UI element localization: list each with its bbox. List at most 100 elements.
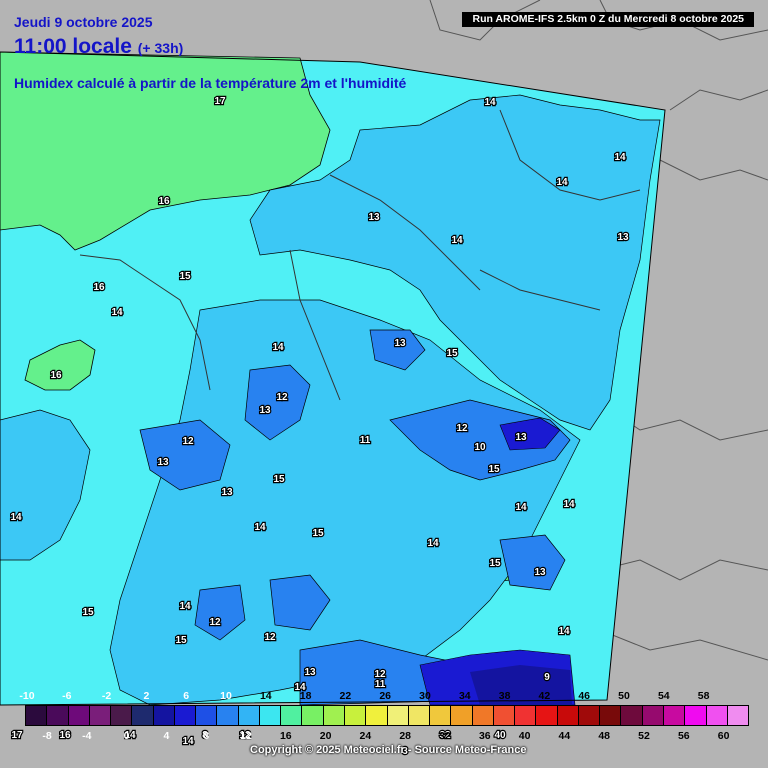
isoline-value-label: 14 (558, 626, 570, 637)
isoline-value-label: 9 (544, 672, 550, 683)
legend-label: 56 (677, 730, 690, 742)
legend-label: 32 (439, 730, 451, 742)
forecast-date: Jeudi 9 octobre 2025 (14, 14, 153, 30)
isoline-value-label: 15 (312, 528, 324, 539)
legend-label: 50 (618, 690, 630, 702)
isoline-value-label: 32 (439, 730, 451, 741)
legend-label: 20 (319, 730, 332, 742)
isoline-value-label: 13 (221, 487, 233, 498)
legend-swatch (366, 706, 388, 725)
legend-label: 48 (598, 730, 611, 742)
isoline-value-label: 14 (182, 736, 194, 747)
legend-label: 46 (578, 690, 591, 702)
isoline-value-label: 11 (375, 679, 386, 690)
isoline-value-label: 14 (179, 601, 191, 612)
legend-swatch (89, 706, 112, 725)
legend-label: -4 (82, 730, 92, 742)
isoline-value-label: 14 (10, 512, 22, 523)
legend-label: 14 (259, 690, 272, 702)
isoline-value-label: 13 (259, 405, 271, 416)
isoline-value-label: 12 (456, 423, 468, 434)
legend-label: 44 (558, 730, 571, 742)
isoline-value-label: 17 (214, 96, 226, 107)
isoline-value-label: 14 (515, 502, 527, 513)
isoline-value-label: 15 (273, 474, 285, 485)
legend-swatch (47, 706, 69, 725)
color-scale-legend (25, 705, 749, 726)
legend-swatch (663, 706, 686, 725)
isoline-value-label: 13 (534, 567, 546, 578)
legend-swatch (472, 706, 494, 725)
isoline-value-label: 17 (11, 730, 23, 741)
legend-swatch (600, 706, 622, 725)
legend-swatch (302, 706, 324, 725)
legend-label: 8 (203, 730, 210, 742)
legend-label: 24 (359, 730, 372, 742)
legend-swatch (238, 706, 260, 725)
legend-label: 42 (538, 690, 551, 702)
legend-swatch (174, 706, 197, 725)
legend-swatch (706, 706, 728, 725)
legend-swatch (196, 706, 218, 725)
isoline-value-label: 16 (93, 282, 105, 293)
legend-swatch (387, 706, 409, 725)
legend-swatch (430, 706, 452, 725)
copyright-notice: Copyright © 2025 Meteociel.fr - Source M… (250, 744, 527, 756)
map-title: Humidex calculé à partir de la températu… (14, 75, 407, 91)
isoline-value-label: 3 (402, 746, 408, 757)
legend-label: 12 (240, 730, 252, 742)
isoline-value-label: 13 (304, 667, 316, 678)
isoline-value-label: 14 (451, 235, 463, 246)
legend-label: -10 (19, 690, 35, 702)
legend-swatch (493, 706, 516, 725)
legend-label: 40 (518, 730, 531, 742)
isoline-value-label: 13 (515, 432, 527, 443)
model-run-banner: Run AROME-IFS 2.5km 0 Z du Mercredi 8 oc… (462, 12, 754, 27)
legend-swatch (111, 706, 133, 725)
isoline-value-label: 15 (179, 271, 191, 282)
legend-swatch (344, 706, 367, 725)
legend-label: 22 (339, 690, 352, 702)
legend-swatch (642, 706, 664, 725)
isoline-value-label: 12 (182, 436, 194, 447)
legend-swatch (536, 706, 558, 725)
legend-label: -8 (42, 730, 52, 742)
legend-swatch (26, 706, 48, 725)
isoline-value-label: 14 (556, 177, 568, 188)
legend-swatch (557, 706, 579, 725)
domain-frame (0, 51, 666, 706)
isoline-value-label: 8 (202, 730, 208, 741)
legend-label: 38 (498, 690, 511, 702)
local-time: 11:00 locale (14, 35, 132, 58)
legend-swatch (451, 706, 473, 725)
isoline-value-label: 12 (239, 730, 251, 741)
legend-label: 60 (717, 730, 730, 742)
humidex-0-7-zone (470, 665, 572, 705)
legend-label: 58 (697, 690, 710, 702)
legend-label: 18 (299, 690, 312, 702)
forecast-time: 11:00 locale (+ 33h) (14, 36, 183, 59)
isoline-value-label: 14 (111, 307, 123, 318)
isoline-value-label: 14 (272, 342, 284, 353)
legend-swatch (153, 706, 175, 725)
legend-label: 54 (657, 690, 670, 702)
isoline-value-label: 13 (617, 232, 629, 243)
legend-swatch (621, 706, 643, 725)
isoline-value-label: 12 (276, 392, 288, 403)
legend-label: 10 (220, 690, 232, 702)
legend-label: 6 (183, 690, 190, 702)
legend-label: -2 (101, 690, 112, 702)
isoline-value-label: 13 (157, 457, 169, 468)
isoline-value-label: 15 (82, 607, 94, 618)
isoline-value-label: 40 (494, 730, 506, 741)
isoline-value-label: 12 (264, 632, 276, 643)
legend-swatch (217, 706, 239, 725)
legend-swatch (578, 706, 601, 725)
isoline-value-label: 13 (394, 338, 406, 349)
isoline-value-label: 11 (360, 435, 371, 446)
legend-label: 30 (419, 690, 431, 702)
isoline-value-label: 16 (158, 196, 170, 207)
legend-label: 26 (379, 690, 392, 702)
legend-label: 16 (279, 730, 292, 742)
humidex-11-12-zone (139, 329, 571, 706)
